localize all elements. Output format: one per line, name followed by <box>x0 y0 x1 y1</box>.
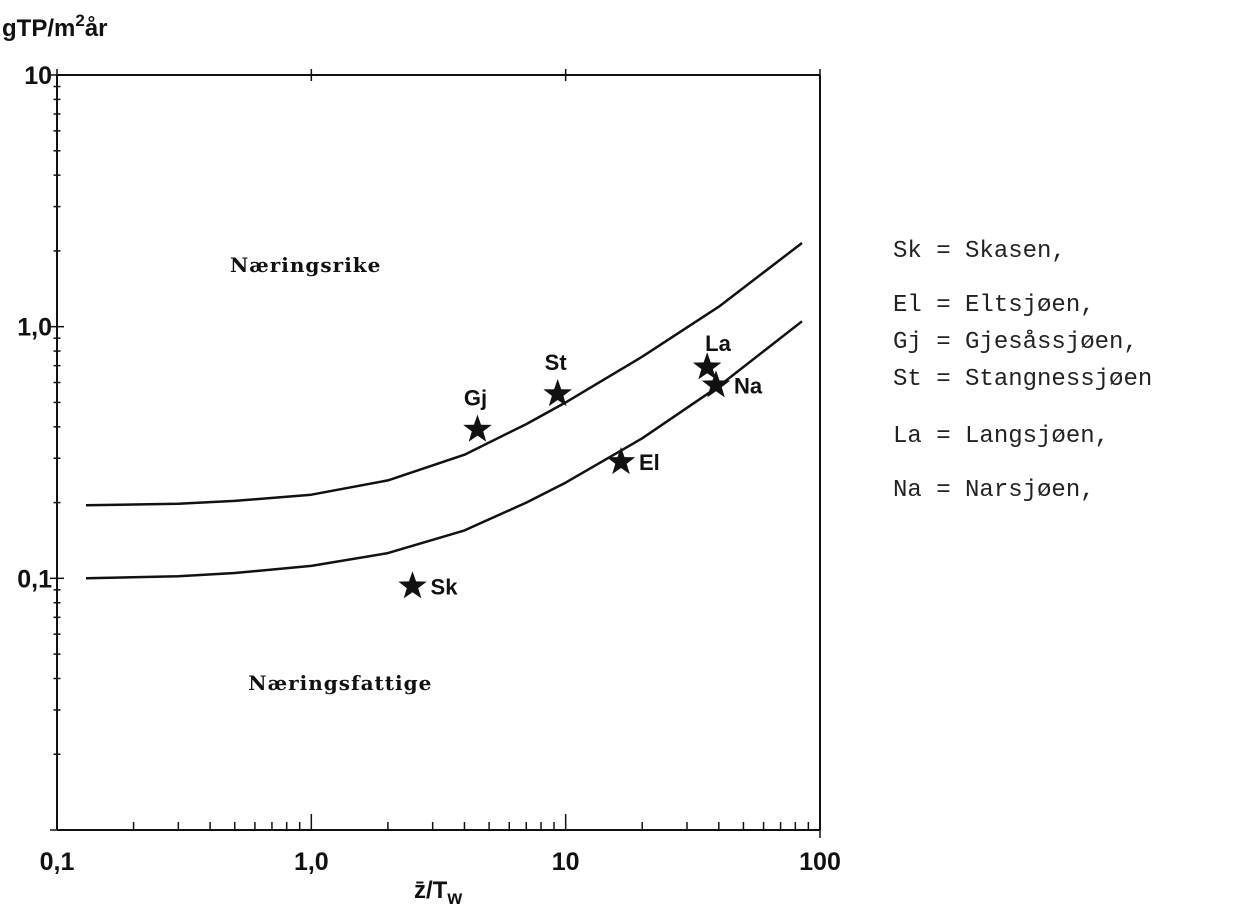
legend-item-la: La = Langsjøen, <box>893 423 1110 450</box>
y-axis-title-sup: 2 <box>75 11 84 30</box>
x-axis-title-main: z̄/T <box>414 877 448 904</box>
lower-boundary-curve <box>85 320 803 580</box>
y-tick-label: 1,0 <box>17 314 52 342</box>
star-marker-sk <box>398 571 427 599</box>
star-marker-na <box>701 370 731 398</box>
y-axis-title-main: gTP/m <box>2 15 75 42</box>
legend-item-gj: Gj = Gjesåssjøen, <box>893 329 1138 356</box>
point-label-gj: Gj <box>464 386 487 411</box>
point-label-la: La <box>705 331 731 356</box>
y-tick-label: 0,1 <box>17 565 52 593</box>
x-axis-title: z̄/Tw <box>414 877 462 909</box>
legend-item-na: Na = Narsjøen, <box>893 477 1095 504</box>
x-tick-label: 10 <box>552 848 580 876</box>
legend-item-el: El = Eltsjøen, <box>893 292 1095 319</box>
chart-labels: Næringsrike Næringsfattige <box>230 253 432 695</box>
point-label-el: El <box>639 450 660 475</box>
y-axis-title: gTP/m2år <box>2 11 108 42</box>
point-label-sk: Sk <box>431 574 459 599</box>
y-tick-label: 10 <box>24 62 52 90</box>
region-label-rich: Næringsrike <box>230 253 381 277</box>
x-tick-label: 0,1 <box>40 848 75 876</box>
y-axis-title-suffix: år <box>85 15 108 42</box>
star-marker-st <box>543 379 572 407</box>
legend-item-sk: Sk = Skasen, <box>893 238 1066 265</box>
star-marker-la <box>692 352 722 380</box>
star-marker-gj <box>463 414 492 442</box>
region-label-poor: Næringsfattige <box>248 671 432 695</box>
boundary-curves <box>85 242 803 580</box>
x-tick-label: 1,0 <box>294 848 329 876</box>
x-tick-label: 100 <box>799 848 841 876</box>
upper-boundary-curve <box>85 242 803 507</box>
axes: 0,1 1,0 10 100 10 1,0 0,1 <box>17 62 841 876</box>
point-label-na: Na <box>734 373 763 398</box>
point-label-st: St <box>545 350 568 375</box>
x-axis-title-sub: w <box>446 888 462 909</box>
legend-item-st: St = Stangnessjøen <box>893 366 1153 393</box>
star-marker-el <box>606 447 636 475</box>
